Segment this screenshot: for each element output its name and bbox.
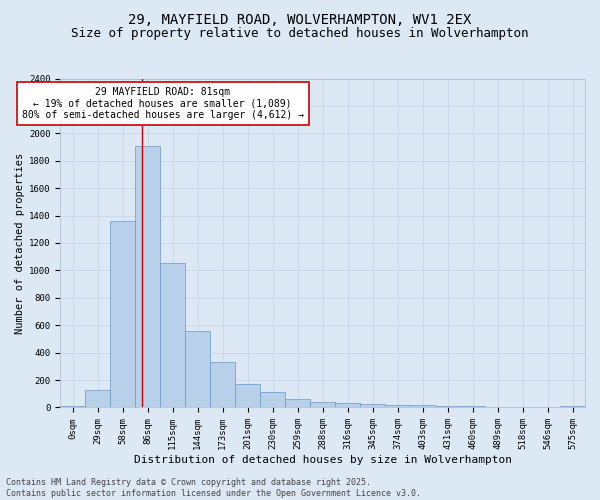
Bar [435, 406, 460, 407]
Bar [360, 404, 385, 407]
Text: 29 MAYFIELD ROAD: 81sqm
← 19% of detached houses are smaller (1,089)
80% of semi: 29 MAYFIELD ROAD: 81sqm ← 19% of detache… [22, 86, 304, 120]
Bar [560, 406, 585, 407]
Bar [185, 330, 210, 407]
Text: Size of property relative to detached houses in Wolverhampton: Size of property relative to detached ho… [71, 28, 529, 40]
Bar [85, 390, 110, 407]
Bar [385, 404, 410, 407]
Bar [260, 392, 285, 407]
Bar [485, 407, 510, 408]
Bar [110, 221, 136, 408]
Bar [460, 406, 485, 408]
Bar [210, 362, 235, 408]
Bar [285, 398, 310, 407]
Bar [310, 402, 335, 407]
Bar [160, 263, 185, 408]
Y-axis label: Number of detached properties: Number of detached properties [15, 152, 25, 334]
Bar [136, 146, 160, 408]
Bar [335, 404, 360, 407]
X-axis label: Distribution of detached houses by size in Wolverhampton: Distribution of detached houses by size … [134, 455, 512, 465]
Bar [61, 406, 85, 407]
Text: Contains HM Land Registry data © Crown copyright and database right 2025.
Contai: Contains HM Land Registry data © Crown c… [6, 478, 421, 498]
Text: 29, MAYFIELD ROAD, WOLVERHAMPTON, WV1 2EX: 29, MAYFIELD ROAD, WOLVERHAMPTON, WV1 2E… [128, 12, 472, 26]
Bar [410, 406, 435, 407]
Bar [235, 384, 260, 407]
